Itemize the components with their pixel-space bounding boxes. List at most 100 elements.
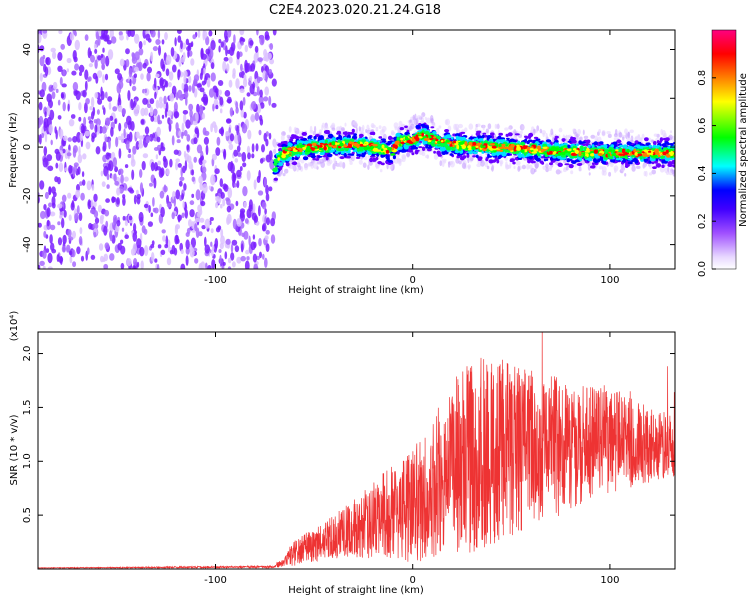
noise-blob [215, 227, 221, 233]
noise-blob [201, 112, 206, 120]
noise-blob [218, 39, 222, 44]
noise-blob [234, 158, 239, 163]
noise-blob [166, 257, 172, 266]
signal-halo [280, 134, 285, 142]
signal-cell [513, 147, 517, 152]
noise-blob [157, 114, 161, 125]
noise-blob [177, 30, 182, 34]
signal-cell [542, 152, 548, 155]
noise-blob [155, 99, 160, 109]
signal-halo [668, 170, 673, 176]
noise-blob [90, 54, 95, 63]
signal-cell [514, 133, 520, 136]
noise-blob [215, 202, 219, 209]
signal-cell [381, 144, 385, 149]
noise-blob [101, 64, 105, 70]
signal-cell [488, 138, 494, 142]
noise-blob [78, 212, 83, 222]
noise-blob [119, 34, 124, 41]
signal-cell [619, 144, 624, 148]
noise-blob [153, 162, 158, 172]
signal-halo [505, 161, 508, 168]
signal-cell [624, 156, 629, 160]
signal-cell [590, 153, 595, 157]
noise-blob [177, 89, 183, 99]
signal-halo [416, 115, 422, 119]
signal-cell [533, 160, 536, 164]
noise-blob [171, 135, 175, 146]
signal-cell [670, 161, 675, 165]
signal-halo [653, 133, 658, 137]
noise-blob [39, 89, 45, 98]
noise-blob [236, 145, 241, 153]
noise-blob [49, 211, 56, 217]
noise-blob [182, 200, 185, 209]
noise-blob [86, 180, 92, 191]
noise-blob [142, 62, 147, 69]
noise-blob [160, 146, 166, 152]
signal-halo [393, 159, 396, 164]
noise-blob [90, 96, 95, 108]
noise-blob [103, 225, 108, 236]
noise-blob [153, 177, 157, 189]
signal-cell [568, 164, 574, 169]
noise-blob [75, 90, 81, 101]
signal-halo [620, 165, 626, 172]
signal-cell [498, 132, 504, 136]
noise-blob [61, 245, 66, 253]
signal-cell [611, 153, 616, 157]
noise-blob [218, 45, 221, 53]
spectrogram-marks [38, 30, 675, 269]
signal-cell [466, 153, 470, 158]
noise-blob [236, 169, 242, 178]
signal-cell [557, 151, 562, 156]
noise-blob [241, 151, 247, 163]
noise-blob [93, 231, 97, 238]
noise-blob [42, 249, 47, 259]
signal-cell [459, 156, 465, 161]
noise-blob [97, 70, 103, 78]
signal-halo [332, 163, 336, 170]
noise-blob [258, 238, 262, 247]
signal-cell [618, 147, 623, 152]
noise-blob [220, 228, 224, 238]
signal-cell [444, 144, 449, 149]
signal-cell [307, 135, 312, 140]
signal-cell [652, 145, 657, 149]
signal-cell [414, 149, 419, 155]
signal-cell [642, 147, 648, 150]
signal-cell [590, 165, 594, 169]
noise-blob [50, 139, 53, 146]
noise-blob [90, 209, 96, 214]
noise-blob [199, 217, 205, 223]
noise-blob [177, 214, 181, 223]
noise-blob [108, 101, 112, 110]
noise-blob [185, 96, 188, 106]
noise-blob [215, 147, 221, 156]
signal-halo [601, 169, 605, 176]
noise-blob [124, 234, 129, 239]
noise-blob [171, 212, 175, 220]
signal-cell [310, 139, 316, 142]
noise-blob [152, 115, 159, 123]
noise-blob [269, 58, 275, 65]
signal-cell [475, 154, 479, 159]
signal-halo [558, 127, 563, 133]
noise-blob [62, 101, 66, 112]
noise-blob [57, 203, 63, 209]
noise-blob [106, 39, 112, 45]
noise-blob [175, 189, 181, 200]
noise-blob [43, 230, 47, 238]
noise-blob [156, 126, 162, 137]
noise-blob [128, 67, 133, 78]
signal-halo [358, 159, 363, 165]
signal-halo [397, 127, 400, 135]
signal-halo [631, 165, 636, 172]
noise-blob [85, 141, 91, 150]
noise-blob [196, 83, 202, 88]
noise-blob [131, 56, 137, 64]
noise-blob [272, 30, 277, 36]
signal-cell [660, 155, 664, 160]
noise-blob [109, 253, 115, 261]
signal-halo [578, 168, 582, 172]
